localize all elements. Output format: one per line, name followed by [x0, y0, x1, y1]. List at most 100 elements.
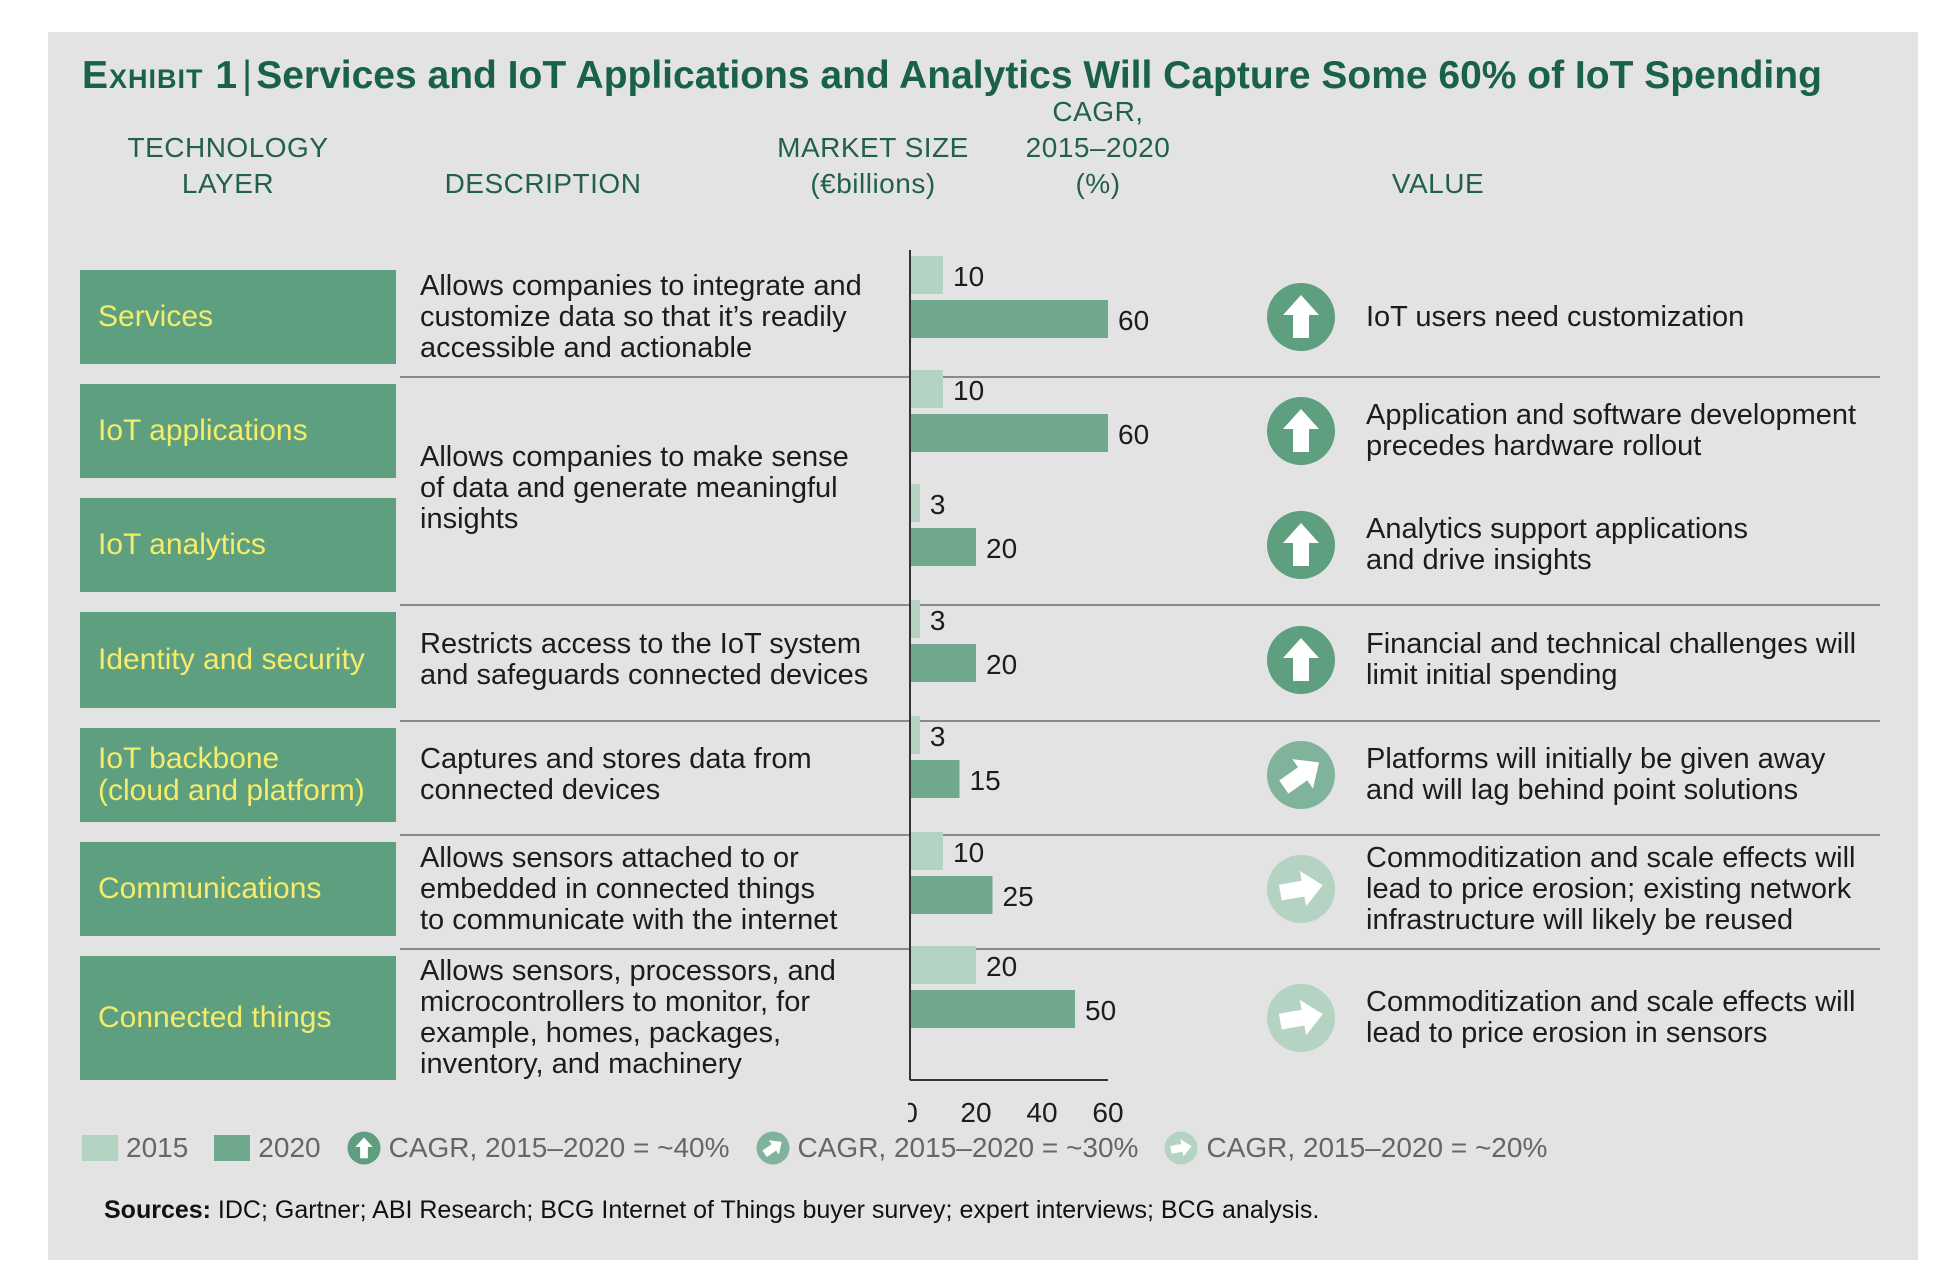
text-line: IoT backbone [98, 742, 280, 775]
text-block: IoT applications [98, 415, 308, 447]
text-line: Allows sensors attached to or [420, 841, 799, 874]
text-line: Financial and technical challenges will [1366, 628, 1857, 660]
row-value: Analytics support applications and drive … [1366, 498, 1906, 592]
exhibit-label: Exhibit 1 [82, 54, 239, 97]
bar-value-label: 3 [930, 721, 946, 752]
bar-2020 [910, 990, 1075, 1028]
text-block: Allows companies to integrate and customi… [420, 270, 862, 364]
right-arrow-icon [1267, 984, 1335, 1052]
text-block: IoT users need customization [1366, 301, 1744, 333]
bar-2015 [910, 716, 920, 754]
exhibit-panel: Exhibit 1 | Services and IoT Applications … [48, 32, 1918, 1260]
sources-label: Sources: [104, 1196, 211, 1224]
bar-value-label: 3 [930, 605, 946, 636]
header-market-size: MARKET SIZE (€billions) [748, 130, 998, 202]
text-block: Services [98, 301, 213, 333]
row-value: IoT users need customization [1366, 270, 1906, 364]
header-line: (€billions) [810, 168, 936, 199]
bar-value-label: 50 [1085, 995, 1116, 1026]
bar-2020 [910, 300, 1108, 338]
diagonal-arrow-icon [756, 1131, 790, 1165]
text-line: example, homes, packages, [420, 1017, 782, 1049]
text-line: embedded in connected things [420, 872, 816, 905]
text-line: (cloud and platform) [98, 774, 365, 807]
bar-2015 [910, 946, 976, 984]
text-line: lead to price erosion in sensors [1366, 1017, 1768, 1049]
bar-2015 [910, 600, 920, 638]
bar-2020 [910, 644, 976, 682]
layer-label: Connected things [80, 956, 396, 1080]
text-block: Allows sensors, processors, and microcont… [420, 956, 836, 1080]
text-line: Analytics support applications [1366, 513, 1749, 545]
legend-item: 2015 [82, 1132, 188, 1164]
bar-value-label: 60 [1118, 419, 1149, 450]
bar-value-label: 10 [953, 837, 984, 868]
bar-value-label: 10 [953, 261, 984, 292]
layer-label: IoT analytics [80, 498, 396, 592]
bar-2015 [910, 370, 943, 408]
text-line: IoT analytics [98, 528, 266, 561]
row-description: Restricts access to the IoT system and sa… [420, 612, 880, 708]
text-line: accessible and actionable [420, 331, 753, 364]
text-line: and drive insights [1366, 544, 1592, 576]
text-line: IoT applications [98, 414, 308, 447]
text-block: Analytics support applications and drive … [1366, 514, 1748, 576]
right-arrow-icon [1267, 855, 1335, 923]
text-line: Application and software development [1366, 399, 1857, 431]
bar-2020 [910, 760, 960, 798]
row-value: Commoditization and scale effects will le… [1366, 842, 1906, 936]
up-arrow-icon [1267, 397, 1335, 465]
text-block: Application and software development prec… [1366, 400, 1856, 462]
text-line: and will lag behind point solutions [1366, 774, 1799, 806]
legend-label: 2020 [258, 1132, 321, 1163]
row-description: Allows sensors, processors, and microcont… [420, 956, 880, 1080]
text-line: precedes hardware rollout [1366, 430, 1702, 462]
bar-2020 [910, 414, 1108, 452]
header-line: TECHNOLOGY [127, 132, 329, 163]
text-line: Commoditization and scale effects will [1366, 841, 1856, 874]
legend-swatch [82, 1135, 118, 1161]
header-value: VALUE [1391, 168, 1485, 199]
text-line: and safeguards connected devices [420, 659, 869, 691]
text-line: limit initial spending [1366, 659, 1618, 691]
row-divider [400, 604, 1880, 606]
text-line: Commoditization and scale effects will [1366, 986, 1856, 1018]
header-line: MARKET SIZE [777, 132, 969, 163]
right-arrow-icon [1164, 1131, 1198, 1165]
text-line: Services [98, 300, 214, 333]
text-line: Allows companies to make sense [420, 440, 849, 473]
sources-note: Sources: IDC; Gartner; ABI Research; BCG… [104, 1196, 1319, 1225]
text-block: Commoditization and scale effects will le… [1366, 987, 1855, 1049]
row-divider [400, 834, 1880, 836]
text-block: Captures and stores data from connected d… [420, 744, 812, 806]
layer-label: Identity and security [80, 612, 396, 708]
text-block: Commoditization and scale effects will le… [1366, 841, 1856, 936]
header-line: 2015–2020 [1025, 132, 1171, 163]
bar-2015 [910, 484, 920, 522]
text-line: Identity and security [98, 643, 365, 676]
title-separator: | [242, 54, 253, 97]
legend: 2015 2020 CAGR, 2015–2020 = ~40% CAGR, 2015… [82, 1128, 1573, 1168]
row-description: Captures and stores data from connected d… [420, 728, 880, 822]
row-description: Allows sensors attached to or embedded in… [420, 842, 880, 936]
title-text: Services and IoT Applications and Analyt… [256, 54, 1822, 97]
header-line: LAYER [181, 168, 275, 199]
text-line: Allows sensors, processors, and [420, 955, 836, 987]
text-block: Allows companies to make sense of data an… [420, 440, 849, 535]
bar-2020 [910, 528, 976, 566]
text-block: Allows sensors attached to or embedded in… [420, 841, 837, 936]
up-arrow-icon [1267, 626, 1335, 694]
text-line: infrastructure will likely be reused [1366, 903, 1794, 936]
header-line: (%) [1075, 168, 1121, 199]
row-value: Financial and technical challenges will l… [1366, 612, 1906, 708]
x-tick-label: 60 [1092, 1097, 1123, 1128]
text-block: IoT backbone (cloud and platform) [98, 743, 365, 807]
bar-value-label: 10 [953, 375, 984, 406]
row-value: Platforms will initially be given away an… [1366, 728, 1906, 822]
text-line: microcontrollers to monitor, for [420, 986, 811, 1018]
text-line: customize data so that it’s readily [420, 300, 847, 333]
header-technology-layer: TECHNOLOGY LAYER [88, 130, 368, 202]
legend-label: CAGR, 2015–2020 = ~40% [388, 1132, 730, 1163]
row-description: Allows companies to integrate and customi… [420, 270, 880, 364]
x-tick-label: 20 [960, 1097, 991, 1128]
